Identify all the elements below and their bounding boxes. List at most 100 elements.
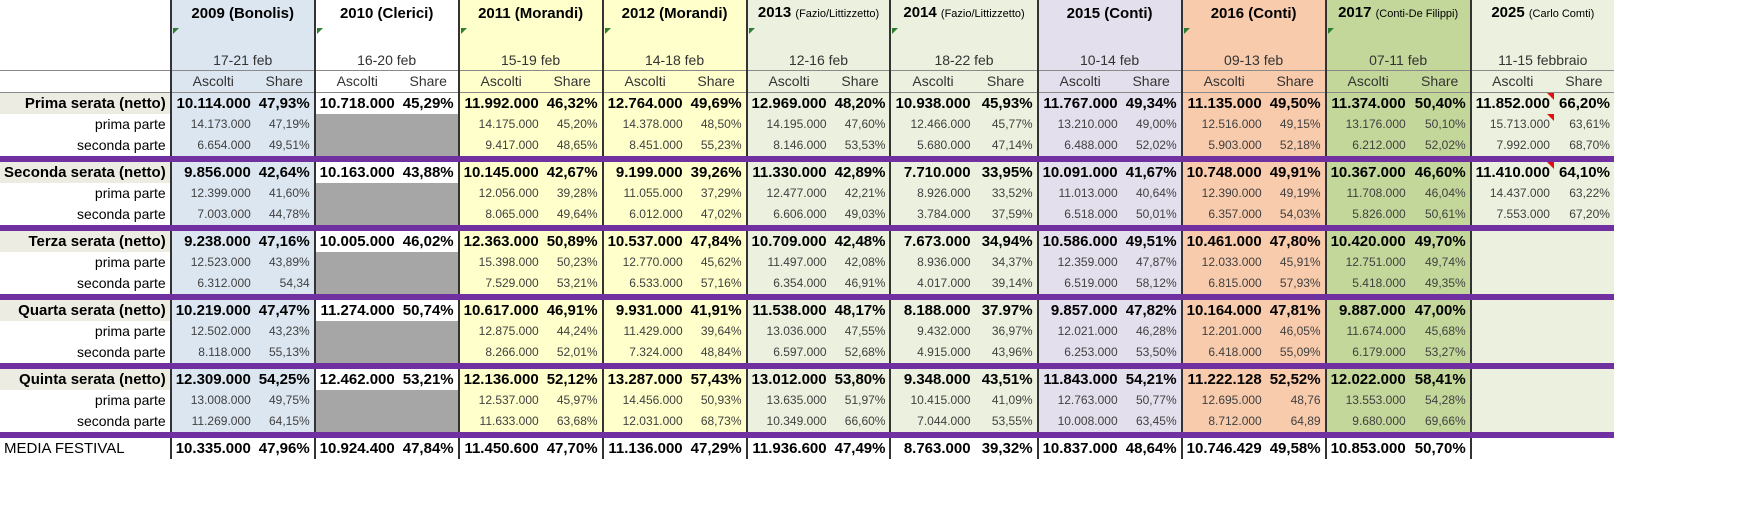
- share-cell[interactable]: 54,03%: [1265, 204, 1326, 225]
- share-cell[interactable]: 52,02%: [1409, 135, 1471, 156]
- share-cell[interactable]: 52,18%: [1265, 135, 1326, 156]
- ascolti-cell[interactable]: 7.992.000: [1469, 135, 1554, 156]
- share-cell[interactable]: 43,89%: [254, 252, 315, 273]
- ascolti-cell[interactable]: 11.767.000: [1036, 92, 1122, 114]
- ascolti-cell[interactable]: 11.852.000: [1469, 92, 1554, 114]
- column-title-2013[interactable]: 2013 (Fazio/Littizzetto): [745, 0, 891, 26]
- share-cell[interactable]: 50,89%: [542, 231, 603, 252]
- share-cell[interactable]: 52,02%: [1121, 135, 1182, 156]
- share-cell[interactable]: 49,34%: [1121, 92, 1182, 114]
- ascolti-cell[interactable]: 6.357.000: [1180, 204, 1266, 225]
- share-cell[interactable]: 47,96%: [254, 438, 315, 459]
- column-dates-2014[interactable]: 18-22 feb: [889, 26, 1038, 71]
- ascolti-cell[interactable]: 12.770.000: [601, 252, 687, 273]
- ascolti-cell[interactable]: 5.680.000: [889, 135, 975, 156]
- ascolti-cell[interactable]: 9.348.000: [889, 369, 975, 390]
- ascolti-cell[interactable]: 11.936.600: [745, 438, 831, 459]
- share-cell[interactable]: 50,74%: [398, 300, 459, 321]
- ascolti-cell[interactable]: 12.390.000: [1180, 183, 1266, 204]
- share-cell[interactable]: 45,77%: [974, 114, 1038, 135]
- ascolti-cell[interactable]: 12.031.000: [601, 411, 687, 432]
- share-cell[interactable]: 63,61%: [1553, 114, 1614, 135]
- share-cell[interactable]: 41,09%: [974, 390, 1038, 411]
- ascolti-cell[interactable]: 9.857.000: [1036, 300, 1122, 321]
- share-cell[interactable]: 52,12%: [542, 369, 603, 390]
- ascolti-cell[interactable]: 12.363.000: [457, 231, 543, 252]
- share-cell[interactable]: 63,45%: [1121, 411, 1182, 432]
- share-cell[interactable]: 44,24%: [542, 321, 603, 342]
- share-cell[interactable]: 47,19%: [254, 114, 315, 135]
- share-header[interactable]: Share: [254, 70, 315, 93]
- ascolti-cell[interactable]: 8.712.000: [1180, 411, 1266, 432]
- share-cell[interactable]: 47,16%: [254, 231, 315, 252]
- ascolti-header[interactable]: Ascolti: [1036, 70, 1122, 93]
- share-cell[interactable]: 53,53%: [830, 135, 891, 156]
- ascolti-cell[interactable]: 9.417.000: [457, 135, 543, 156]
- ascolti-cell[interactable]: 9.432.000: [889, 321, 975, 342]
- ascolti-cell[interactable]: 10.746.429: [1180, 438, 1266, 459]
- ascolti-cell[interactable]: 11.843.000: [1036, 369, 1122, 390]
- share-header[interactable]: Share: [686, 70, 747, 93]
- ascolti-cell[interactable]: 13.553.000: [1324, 390, 1410, 411]
- share-cell[interactable]: 46,32%: [542, 92, 603, 114]
- ascolti-cell[interactable]: 10.461.000: [1180, 231, 1266, 252]
- ascolti-cell[interactable]: 11.497.000: [745, 252, 831, 273]
- share-cell[interactable]: 58,12%: [1121, 273, 1182, 294]
- share-cell[interactable]: 45,93%: [974, 92, 1038, 114]
- column-title-2009[interactable]: 2009 (Bonolis): [169, 0, 315, 26]
- column-dates-2012[interactable]: 14-18 feb: [601, 26, 747, 71]
- ascolti-cell[interactable]: 10.335.000: [169, 438, 255, 459]
- share-cell[interactable]: 57,16%: [686, 273, 747, 294]
- ascolti-cell[interactable]: 11.450.600: [457, 438, 543, 459]
- column-dates-2017[interactable]: 07-11 feb: [1324, 26, 1471, 71]
- column-dates-2015[interactable]: 10-14 feb: [1036, 26, 1182, 71]
- ascolti-cell[interactable]: 10.420.000: [1324, 231, 1410, 252]
- share-cell[interactable]: 42,89%: [830, 162, 891, 183]
- share-cell[interactable]: 41,60%: [254, 183, 315, 204]
- share-cell[interactable]: 49,03%: [830, 204, 891, 225]
- share-cell[interactable]: 42,48%: [830, 231, 891, 252]
- ascolti-cell[interactable]: 12.033.000: [1180, 252, 1266, 273]
- ascolti-cell[interactable]: 7.673.000: [889, 231, 975, 252]
- share-cell[interactable]: 47,47%: [254, 300, 315, 321]
- ascolti-cell[interactable]: 9.887.000: [1324, 300, 1410, 321]
- ascolti-cell[interactable]: 6.597.000: [745, 342, 831, 363]
- share-cell[interactable]: 67,20%: [1553, 204, 1614, 225]
- ascolti-cell[interactable]: 6.354.000: [745, 273, 831, 294]
- empty-cell[interactable]: [1469, 321, 1614, 342]
- share-cell[interactable]: 47,80%: [1265, 231, 1326, 252]
- share-cell[interactable]: 48,20%: [830, 92, 891, 114]
- empty-cell[interactable]: [1469, 369, 1614, 390]
- ascolti-cell[interactable]: 6.012.000: [601, 204, 687, 225]
- share-header[interactable]: Share: [1409, 70, 1471, 93]
- ascolti-cell[interactable]: 13.176.000: [1324, 114, 1410, 135]
- share-cell[interactable]: 47,84%: [398, 438, 459, 459]
- share-cell[interactable]: 43,96%: [974, 342, 1038, 363]
- share-cell[interactable]: 47,82%: [1121, 300, 1182, 321]
- column-title-2015[interactable]: 2015 (Conti): [1036, 0, 1182, 26]
- share-cell[interactable]: 55,23%: [686, 135, 747, 156]
- ascolti-cell[interactable]: 10.837.000: [1036, 438, 1122, 459]
- share-cell[interactable]: 51,97%: [830, 390, 891, 411]
- share-cell[interactable]: 45,68%: [1409, 321, 1471, 342]
- ascolti-cell[interactable]: 9.680.000: [1324, 411, 1410, 432]
- column-title-2014[interactable]: 2014 (Fazio/Littizzetto): [889, 0, 1038, 26]
- ascolti-cell[interactable]: 5.826.000: [1324, 204, 1410, 225]
- share-cell[interactable]: 52,52%: [1265, 369, 1326, 390]
- ascolti-cell[interactable]: 11.330.000: [745, 162, 831, 183]
- ascolti-cell[interactable]: 11.674.000: [1324, 321, 1410, 342]
- share-cell[interactable]: 37.97%: [974, 300, 1038, 321]
- ascolti-cell[interactable]: 11.708.000: [1324, 183, 1410, 204]
- share-cell[interactable]: 34,94%: [974, 231, 1038, 252]
- share-cell[interactable]: 47,49%: [830, 438, 891, 459]
- share-cell[interactable]: 49,19%: [1265, 183, 1326, 204]
- ascolti-cell[interactable]: 7.529.000: [457, 273, 543, 294]
- share-cell[interactable]: 63,68%: [542, 411, 603, 432]
- empty-cell[interactable]: [313, 342, 459, 363]
- share-cell[interactable]: 46,04%: [1409, 183, 1471, 204]
- ascolti-cell[interactable]: 10.718.000: [313, 92, 399, 114]
- ascolti-cell[interactable]: 8.146.000: [745, 135, 831, 156]
- ascolti-cell[interactable]: 11.429.000: [601, 321, 687, 342]
- ascolti-cell[interactable]: 6.606.000: [745, 204, 831, 225]
- empty-cell[interactable]: [313, 135, 459, 156]
